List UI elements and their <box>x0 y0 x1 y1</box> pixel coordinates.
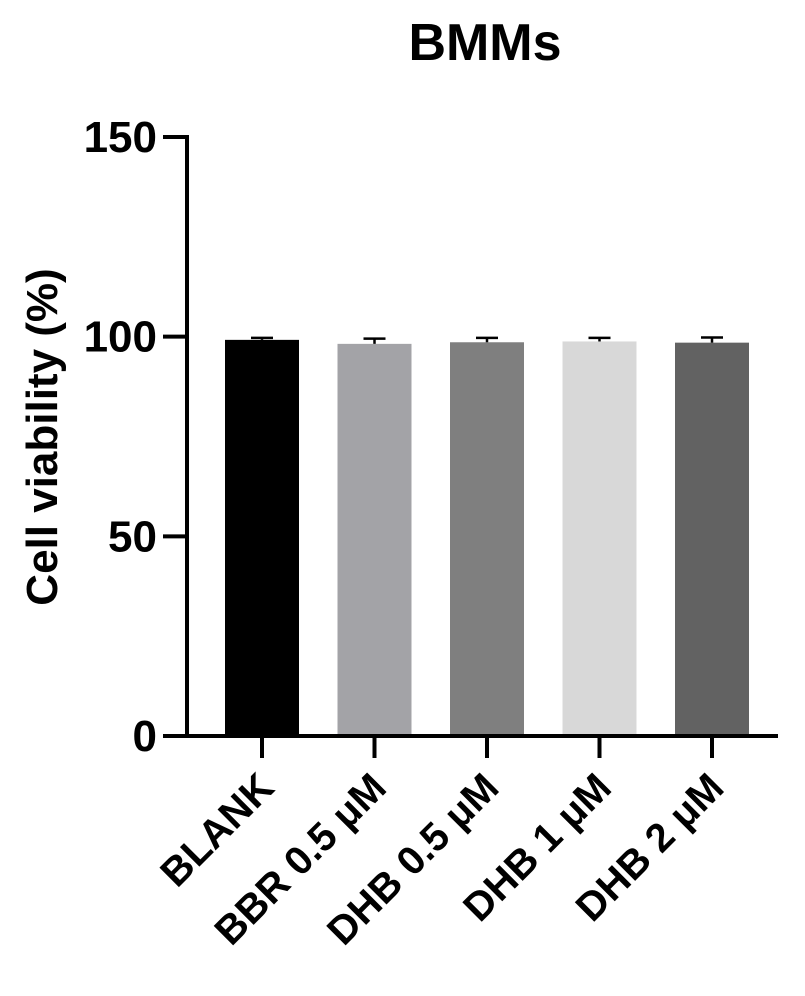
bar <box>562 341 637 736</box>
y-tick-label: 50 <box>108 512 157 561</box>
chart-title: BMMs <box>408 14 561 72</box>
y-axis-label: Cell viability (%) <box>18 268 67 605</box>
y-tick-label: 0 <box>133 712 157 761</box>
bar <box>225 339 299 736</box>
bar <box>675 342 749 736</box>
y-tick-label: 100 <box>84 313 157 362</box>
bar <box>337 343 412 736</box>
bar <box>450 342 524 736</box>
y-tick-label: 150 <box>84 113 157 162</box>
